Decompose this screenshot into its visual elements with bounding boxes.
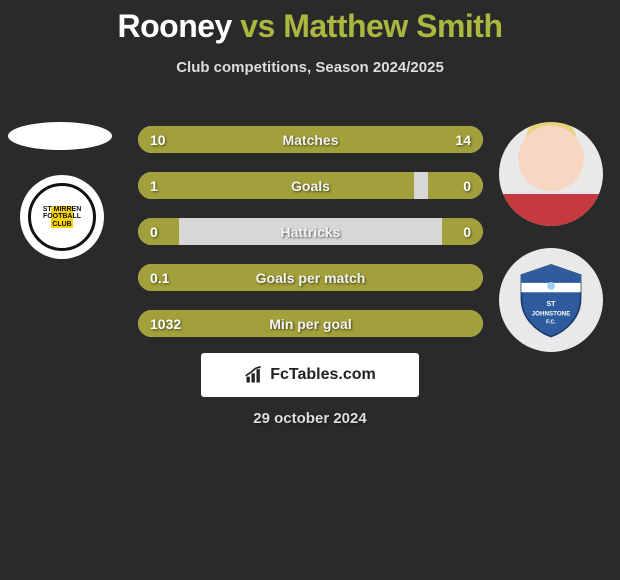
club-left-badge-inner: ST MIRRENFOOTBALLCLUB xyxy=(28,183,96,251)
shield-icon: ST JOHNSTONE F.C. xyxy=(512,261,590,339)
stat-row-mpg: 1032 Min per goal xyxy=(138,310,483,337)
stat-row-hattricks: 0 Hattricks 0 xyxy=(138,218,483,245)
title-player2: Matthew Smith xyxy=(283,8,502,44)
stat-row-goals: 1 Goals 0 xyxy=(138,172,483,199)
stat-label: Goals per match xyxy=(138,270,483,286)
stat-label: Hattricks xyxy=(138,224,483,240)
date-label: 29 october 2024 xyxy=(0,410,620,427)
svg-text:F.C.: F.C. xyxy=(546,319,556,325)
stat-row-matches: 10 Matches 14 xyxy=(138,126,483,153)
chart-icon xyxy=(244,365,264,385)
stat-label: Goals xyxy=(138,178,483,194)
svg-text:ST: ST xyxy=(547,301,557,308)
player-left-avatar xyxy=(8,122,112,150)
svg-text:JOHNSTONE: JOHNSTONE xyxy=(532,311,571,318)
stat-label: Min per goal xyxy=(138,316,483,332)
subtitle: Club competitions, Season 2024/2025 xyxy=(0,59,620,76)
stat-label: Matches xyxy=(138,132,483,148)
title-player1: Rooney xyxy=(118,8,232,44)
stat-value-right: 14 xyxy=(455,132,471,148)
title-vs: vs xyxy=(240,8,275,44)
branding-text: FcTables.com xyxy=(270,366,376,384)
club-left-badge: ST MIRRENFOOTBALLCLUB xyxy=(20,175,104,259)
player-right-avatar xyxy=(499,122,603,226)
player-right-jersey xyxy=(499,194,603,226)
stat-value-right: 0 xyxy=(463,224,471,240)
club-right-badge: ST JOHNSTONE F.C. xyxy=(499,248,603,352)
branding-link[interactable]: FcTables.com xyxy=(201,353,419,397)
stat-row-gpm: 0.1 Goals per match xyxy=(138,264,483,291)
stats-container: 10 Matches 14 1 Goals 0 0 Hattricks 0 0.… xyxy=(138,126,483,356)
stat-value-right: 0 xyxy=(463,178,471,194)
page-title: Rooney vs Matthew Smith xyxy=(0,0,620,45)
